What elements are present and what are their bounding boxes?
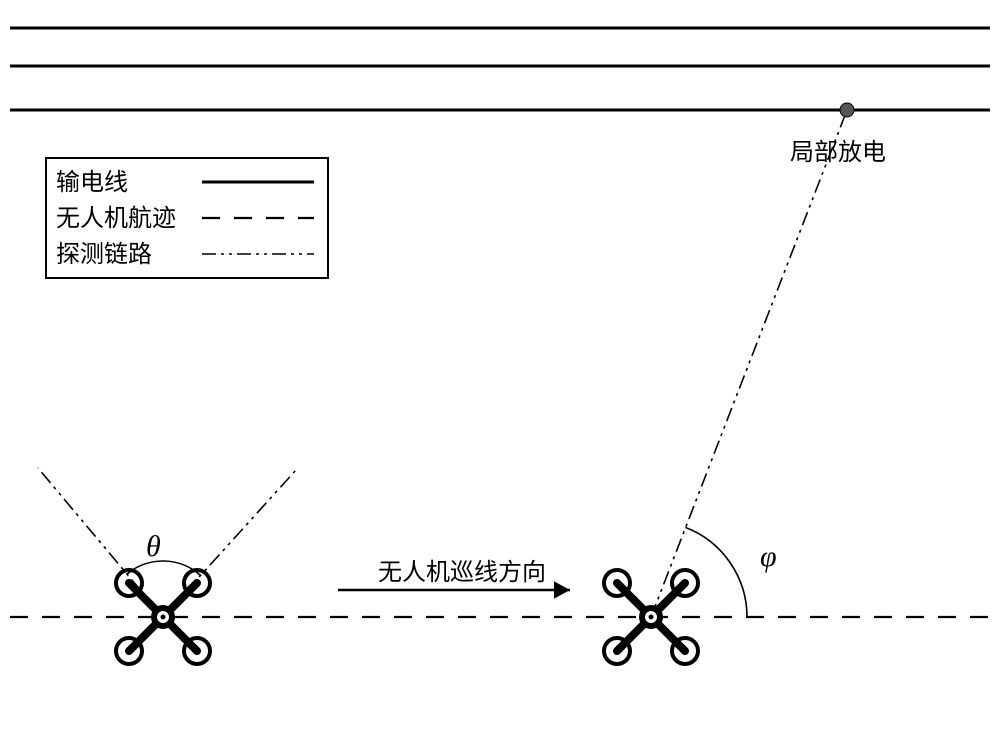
legend-label-1: 无人机航迹 <box>56 205 176 232</box>
drone-icon <box>116 570 210 664</box>
legend-label-2: 探测链路 <box>56 241 152 268</box>
patrol-arrow-head <box>554 581 570 599</box>
partial-discharge-label: 局部放电 <box>790 139 886 166</box>
diagram-canvas: θ φ 局部放电无人机巡线方向 输电线无人机航迹探测链路 <box>0 0 1000 734</box>
angle-symbol-0: θ <box>146 530 161 563</box>
angle-symbol-1: φ <box>760 540 777 573</box>
patrol-direction-label: 无人机巡线方向 <box>378 559 546 586</box>
probe-link-1-0 <box>651 110 847 617</box>
legend-label-0: 输电线 <box>56 169 128 196</box>
partial-discharge-point <box>840 103 854 117</box>
